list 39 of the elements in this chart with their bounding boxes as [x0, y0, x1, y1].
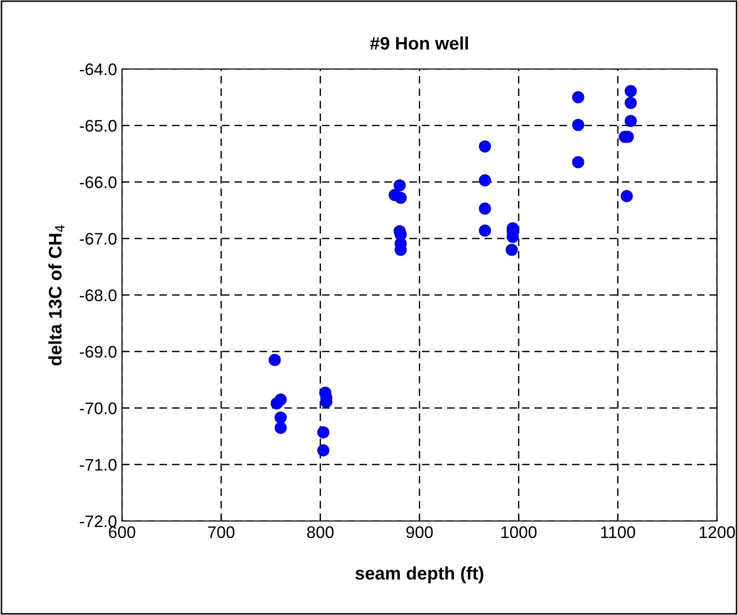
- x-tick-label: 900: [406, 526, 433, 538]
- point: [620, 190, 633, 202]
- point: [572, 91, 584, 104]
- point: [478, 174, 492, 186]
- x-axis-title: seam depth (ft): [355, 566, 484, 584]
- x-tick-label: 1100: [601, 526, 636, 538]
- y-tick-label: -72.0: [80, 515, 116, 528]
- y-tick-label: -67.0: [80, 232, 116, 245]
- point: [394, 179, 406, 192]
- y-axis-title: delta 13C of CH$_{4}$: [48, 225, 64, 366]
- point: [624, 114, 637, 128]
- x-tick-label: 700: [208, 526, 234, 538]
- point: [624, 96, 637, 109]
- y-tick-label: -71.0: [80, 458, 116, 471]
- y-tick-label: -70.0: [80, 402, 116, 414]
- point: [478, 140, 492, 152]
- point: [317, 426, 330, 438]
- y-tick-label: -69.0: [80, 346, 116, 358]
- point: [572, 156, 584, 168]
- x-tick-label: 1200: [700, 526, 735, 538]
- x-tick-label: 1000: [501, 526, 537, 538]
- x-tick-label: 600: [108, 526, 136, 538]
- point: [478, 202, 492, 215]
- point: [624, 84, 637, 98]
- point: [268, 354, 281, 366]
- point: [394, 192, 407, 204]
- point: [274, 393, 287, 406]
- y-tick-label: -65.0: [80, 120, 116, 132]
- point: [478, 224, 492, 237]
- x-tick-label: 800: [307, 526, 334, 538]
- y-tick-label: -64.0: [80, 63, 116, 76]
- point: [274, 412, 287, 424]
- chart-title: #9 Hon well: [370, 36, 468, 50]
- point: [506, 244, 518, 256]
- y-tick-label: -68.0: [80, 289, 116, 302]
- point: [572, 118, 584, 132]
- point: [274, 422, 287, 434]
- y-tick-label: -66.0: [80, 176, 116, 188]
- point: [317, 444, 330, 456]
